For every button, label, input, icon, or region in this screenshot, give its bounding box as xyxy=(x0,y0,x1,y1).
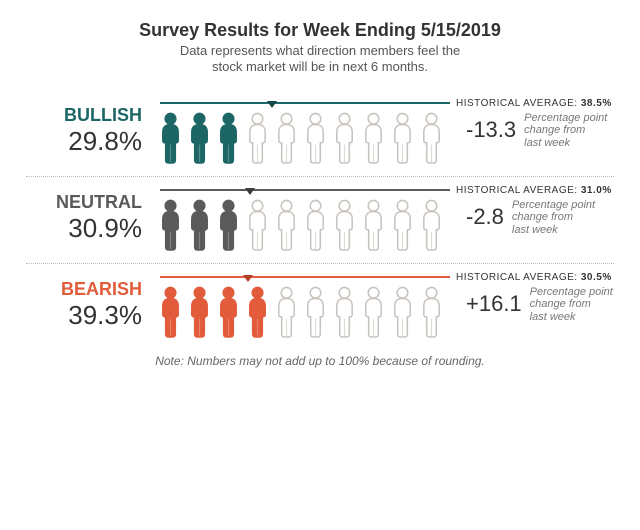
person-icon xyxy=(243,199,272,251)
historical-bar: HISTORICAL AVERAGE: 30.5% xyxy=(154,272,454,283)
historical-label: HISTORICAL AVERAGE: 30.5% xyxy=(456,272,612,283)
change-value: -2.8 xyxy=(466,204,504,230)
person-icon xyxy=(272,286,301,338)
change-value: +16.1 xyxy=(466,291,522,317)
person-icon xyxy=(359,286,388,338)
change-label: Percentage pointchange fromlast week xyxy=(512,199,595,237)
subtitle-line2: stock market will be in next 6 months. xyxy=(212,59,428,74)
person-icon xyxy=(214,199,243,251)
sentiment-rows: BULLISH 29.8% HISTORICAL AVERAGE: 38.5% xyxy=(26,90,614,350)
person-icon xyxy=(359,199,388,251)
person-icon xyxy=(185,199,214,251)
person-icon xyxy=(243,286,272,338)
change-value: -13.3 xyxy=(466,117,516,143)
person-icon xyxy=(388,286,417,338)
person-icon xyxy=(214,286,243,338)
person-icon xyxy=(330,286,359,338)
sentiment-row-bearish: BEARISH 39.3% HISTORICAL AVERAGE: 30.5% xyxy=(26,264,614,350)
person-icon xyxy=(272,112,301,164)
person-icon xyxy=(156,199,185,251)
person-icon xyxy=(417,112,446,164)
person-icon xyxy=(388,112,417,164)
sentiment-name: NEUTRAL xyxy=(26,192,142,213)
historical-marker-icon xyxy=(243,275,253,282)
person-icon xyxy=(272,199,301,251)
sentiment-pct: 39.3% xyxy=(26,300,142,331)
historical-bar: HISTORICAL AVERAGE: 31.0% xyxy=(154,185,454,196)
person-icon xyxy=(214,112,243,164)
sentiment-name: BEARISH xyxy=(26,279,142,300)
person-icon xyxy=(301,199,330,251)
person-icon xyxy=(417,199,446,251)
person-icon xyxy=(185,112,214,164)
sentiment-pct: 30.9% xyxy=(26,213,142,244)
person-icon xyxy=(417,286,446,338)
historical-bar: HISTORICAL AVERAGE: 38.5% xyxy=(154,98,454,109)
historical-marker-icon xyxy=(267,101,277,108)
historical-label: HISTORICAL AVERAGE: 38.5% xyxy=(456,98,612,109)
person-icon xyxy=(330,112,359,164)
person-icon xyxy=(156,112,185,164)
page-title: Survey Results for Week Ending 5/15/2019 xyxy=(26,20,614,41)
person-icon xyxy=(359,112,388,164)
person-icon xyxy=(185,286,214,338)
footnote: Note: Numbers may not add up to 100% bec… xyxy=(26,354,614,368)
change-label: Percentage pointchange fromlast week xyxy=(524,112,607,150)
page-subtitle: Data represents what direction members f… xyxy=(26,43,614,76)
person-icon xyxy=(243,112,272,164)
historical-marker-icon xyxy=(245,188,255,195)
person-icon xyxy=(156,286,185,338)
person-icon xyxy=(388,199,417,251)
subtitle-line1: Data represents what direction members f… xyxy=(180,43,460,58)
people-icons xyxy=(154,286,454,338)
person-icon xyxy=(330,199,359,251)
sentiment-row-bullish: BULLISH 29.8% HISTORICAL AVERAGE: 38.5% xyxy=(26,90,614,177)
change-label: Percentage pointchange fromlast week xyxy=(530,286,613,324)
historical-label: HISTORICAL AVERAGE: 31.0% xyxy=(456,185,612,196)
sentiment-name: BULLISH xyxy=(26,105,142,126)
sentiment-row-neutral: NEUTRAL 30.9% HISTORICAL AVERAGE: 31.0% xyxy=(26,177,614,264)
sentiment-pct: 29.8% xyxy=(26,126,142,157)
person-icon xyxy=(301,286,330,338)
people-icons xyxy=(154,199,454,251)
people-icons xyxy=(154,112,454,164)
person-icon xyxy=(301,112,330,164)
